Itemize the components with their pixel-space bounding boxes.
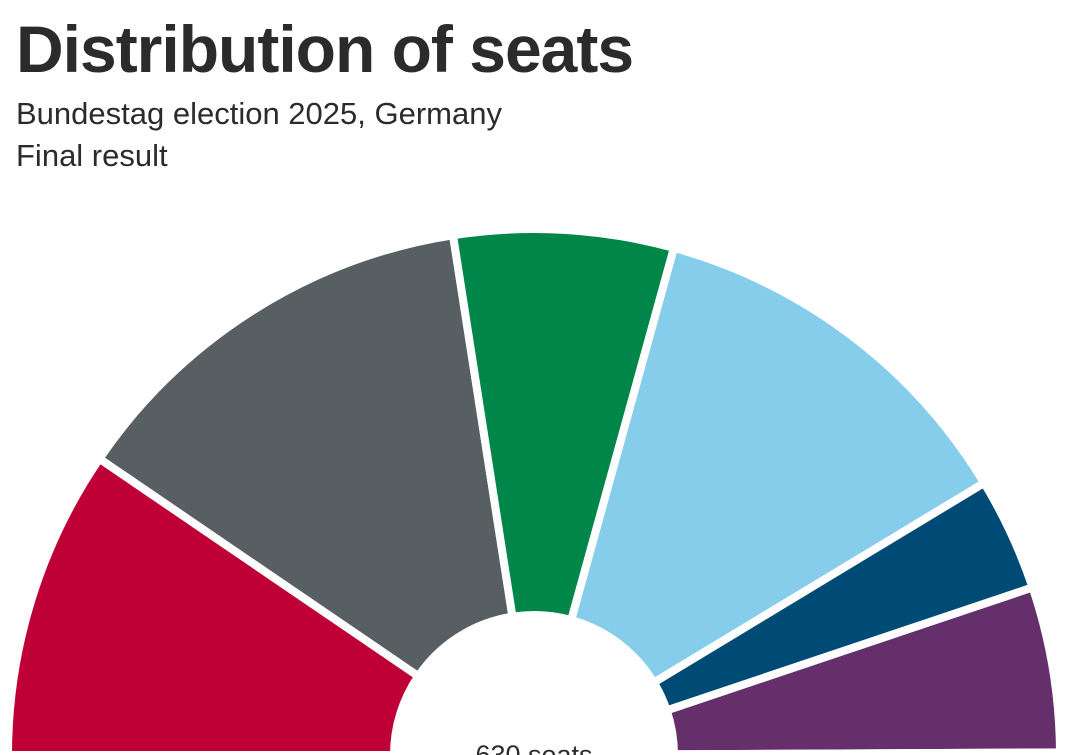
chart-subtitle-result: Final result (16, 138, 168, 173)
seat-segment-2 (93, 230, 518, 682)
seat-segment-3 (448, 225, 679, 625)
seat-segment-1 (3, 453, 424, 755)
seat-segments (3, 225, 1065, 755)
seat-segment-4 (566, 243, 990, 689)
total-seats-label: 630 seats (475, 740, 592, 755)
chart-subtitle: Bundestag election 2025, Germany (16, 96, 502, 131)
seat-segment-7 (669, 748, 1065, 755)
chart-title: Distribution of seats (16, 12, 634, 86)
